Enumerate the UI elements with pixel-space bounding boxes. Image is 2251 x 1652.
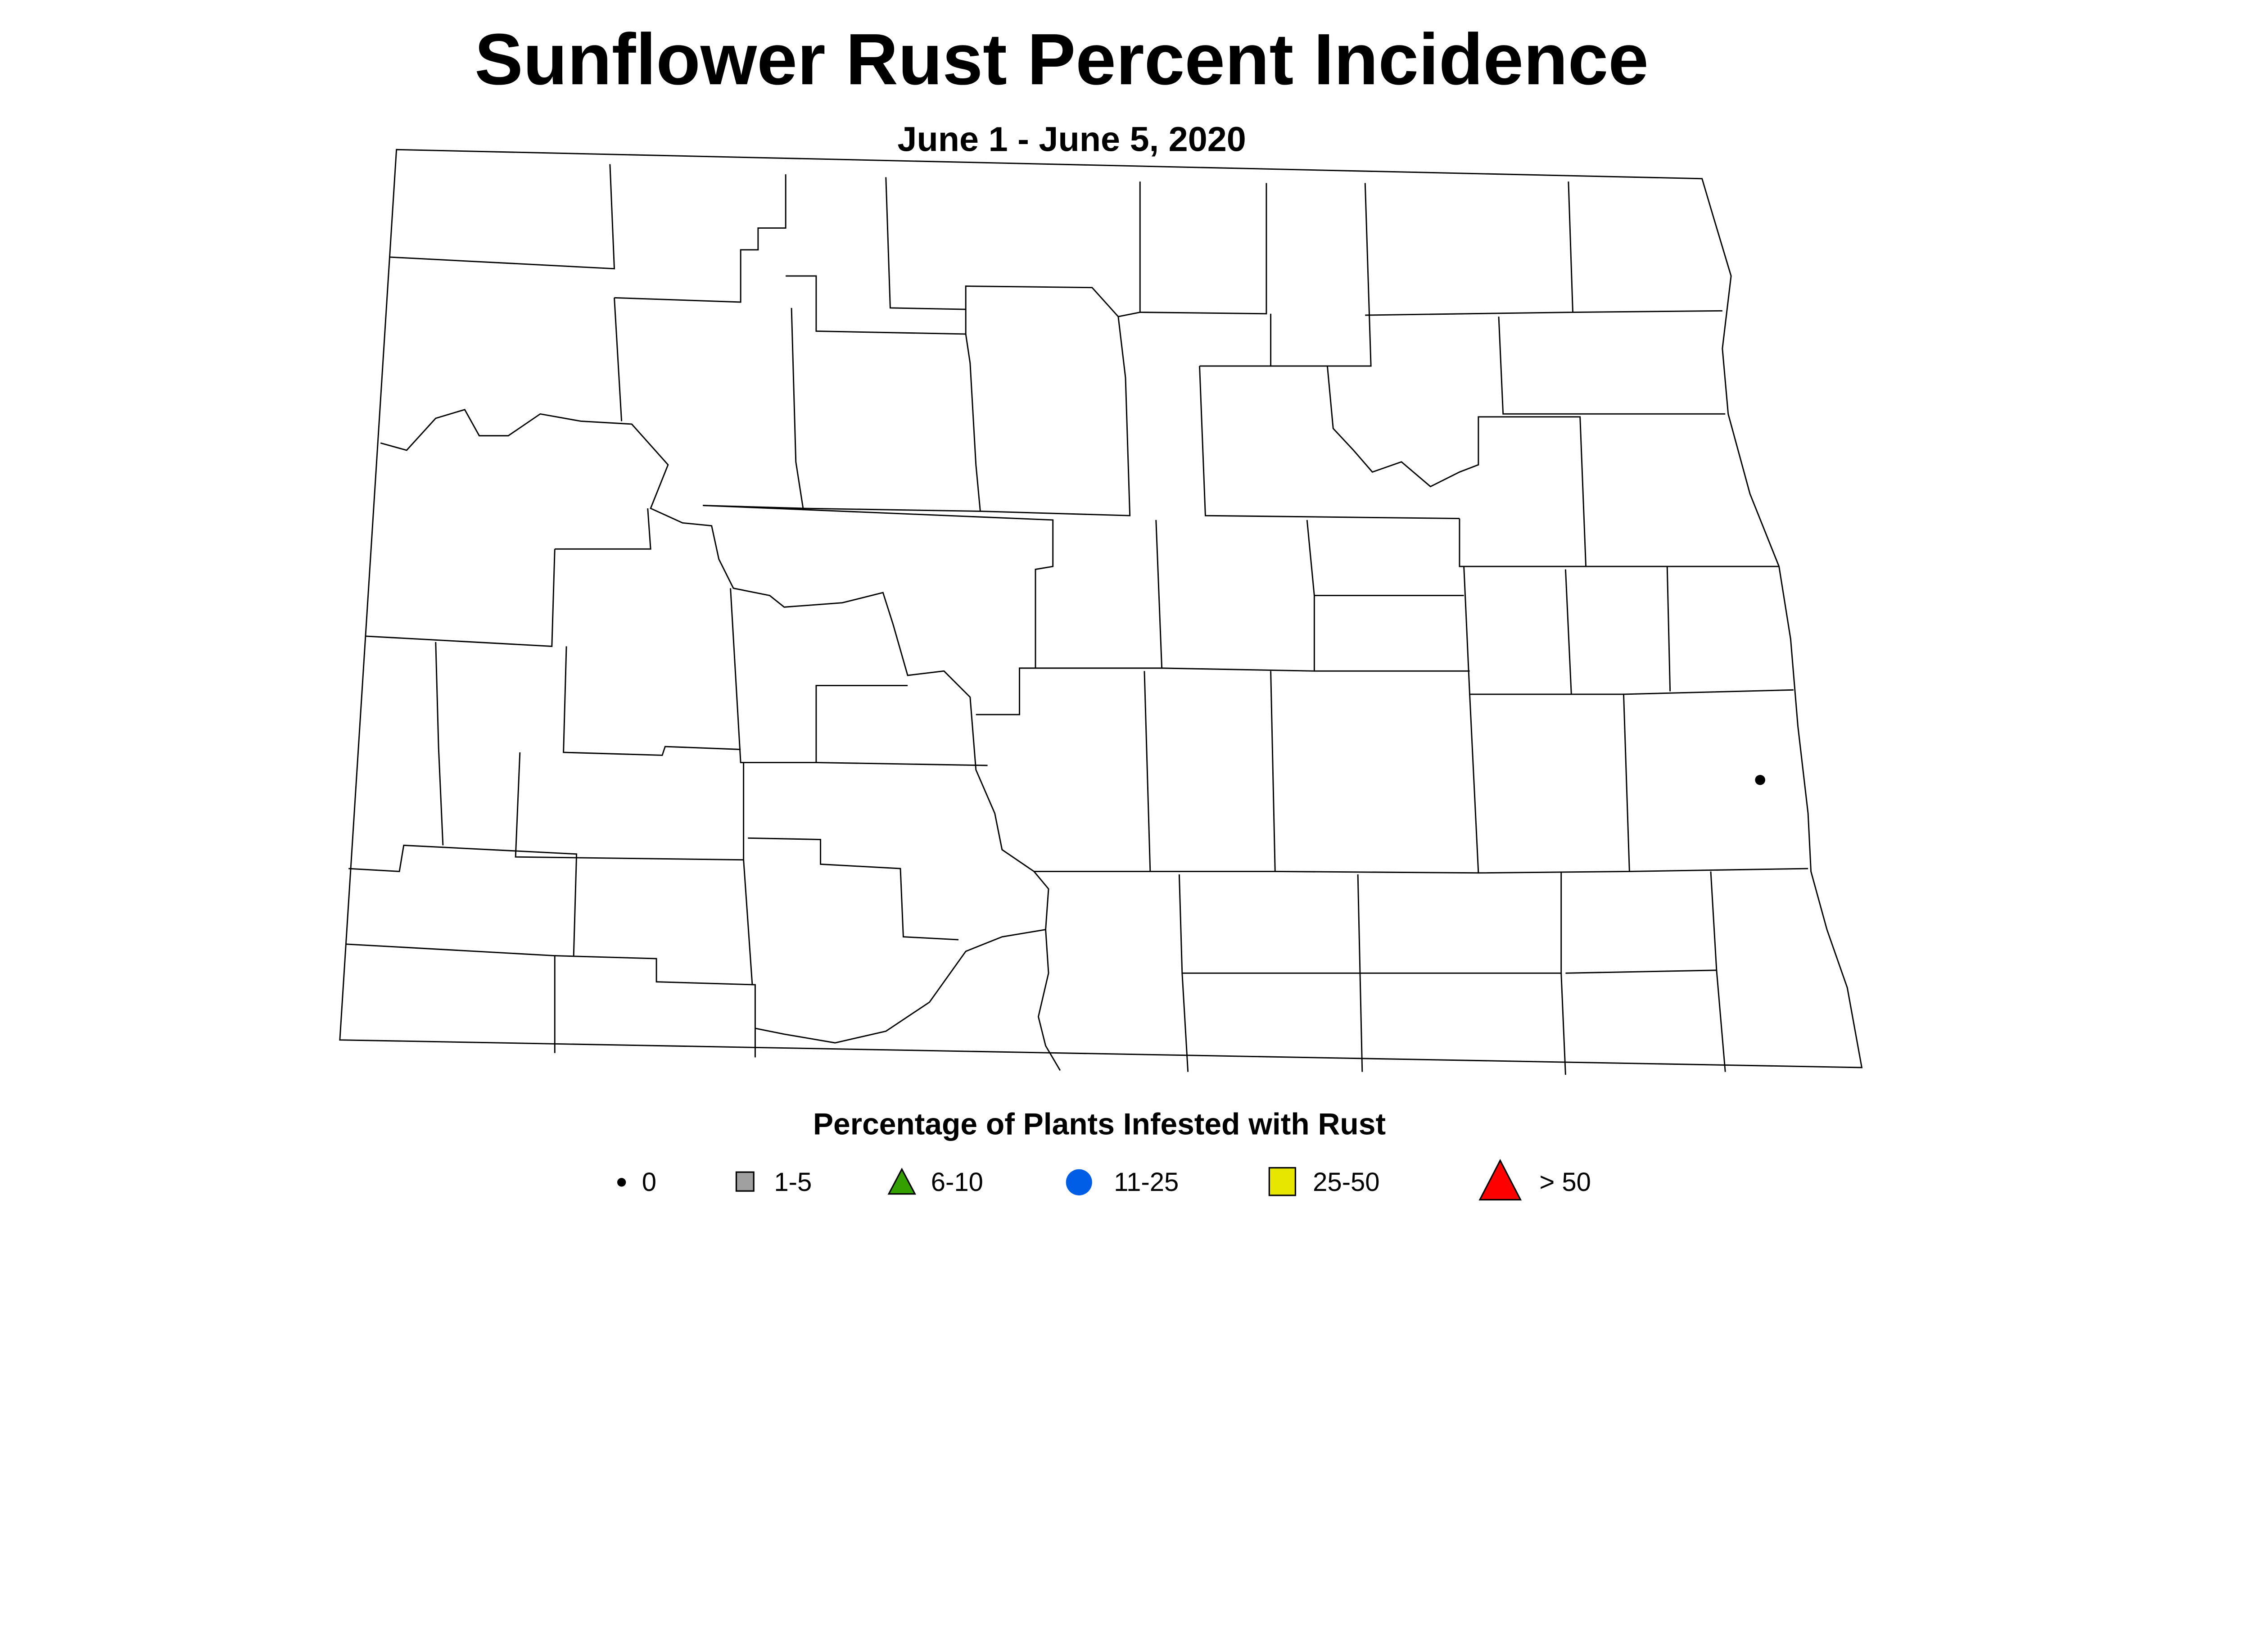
county-lines [1629,868,1808,872]
county-lines [1140,183,1267,315]
legend-label: 0 [642,1168,656,1197]
county-lines [703,505,1054,715]
map-subtitle: June 1 - June 5, 2020 [897,120,1246,158]
county-lines [816,762,988,766]
county-lines [1478,694,1630,874]
map-title: Sunflower Rust Percent Incidence [475,19,1649,100]
county-lines [786,181,1141,335]
county-lines [435,642,444,846]
county-lines [1035,520,1163,669]
county-lines [1162,595,1315,672]
county-lines [980,317,1131,516]
legend-red-triangle-icon [1478,1159,1522,1201]
county-lines [1306,520,1464,597]
county-lines [1199,366,1460,520]
legend-title: Percentage of Plants Infested with Rust [813,1107,1386,1141]
county-lines [1716,970,1726,1072]
county-lines [366,549,556,647]
county-lines [1463,566,1794,695]
county-lines [1565,871,1718,974]
county-lines [614,298,623,421]
county-lines [1037,929,1061,1071]
county-lines [614,174,786,303]
state-outline [339,149,1863,1068]
county-lines [1573,310,1722,313]
county-lines [345,943,556,1053]
county-lines [1498,317,1726,415]
legend-label: > 50 [1539,1168,1591,1197]
legend-label: 6-10 [931,1168,983,1197]
county-lines [1181,973,1189,1072]
legend: 0 1-5 6-10 11-25 25-50 > 50 [617,1159,1591,1201]
legend-yellow-square-icon [1268,1167,1297,1196]
county-lines [703,308,804,509]
missouri-river [380,408,1049,1044]
county-lines [1564,569,1572,694]
county-lines [1666,566,1671,692]
legend-gray-square-icon [735,1171,755,1192]
county-lines [1178,871,1562,974]
legend-green-triangle-icon [887,1168,916,1195]
legend-label: 25-50 [1313,1168,1379,1197]
county-lines [555,955,756,1058]
county-lines [1357,874,1363,1072]
county-lines [803,334,981,512]
state-map [339,149,1863,1075]
county-lines [1270,183,1372,367]
legend-label: 1-5 [774,1168,812,1197]
county-lines [1560,973,1566,1075]
county-lines [389,164,615,270]
county-lines [730,588,908,763]
legend-dot-icon [617,1178,626,1187]
county-lines [555,508,651,550]
observation-point-0 [1755,774,1765,785]
legend-label: 11-25 [1114,1168,1179,1197]
county-lines [1365,181,1574,316]
county-lines [563,646,741,756]
rust-incidence-map: Sunflower Rust Percent Incidence June 1 … [339,19,1863,1201]
county-lines [743,860,753,985]
county-lines [885,177,966,310]
county-lines [1275,694,1479,874]
county-lines [348,844,578,956]
county-lines [1326,366,1587,567]
legend-blue-circle-icon [1066,1169,1092,1195]
county-lines [748,837,959,941]
county-lines [515,752,745,861]
county-lines [1144,671,1276,872]
